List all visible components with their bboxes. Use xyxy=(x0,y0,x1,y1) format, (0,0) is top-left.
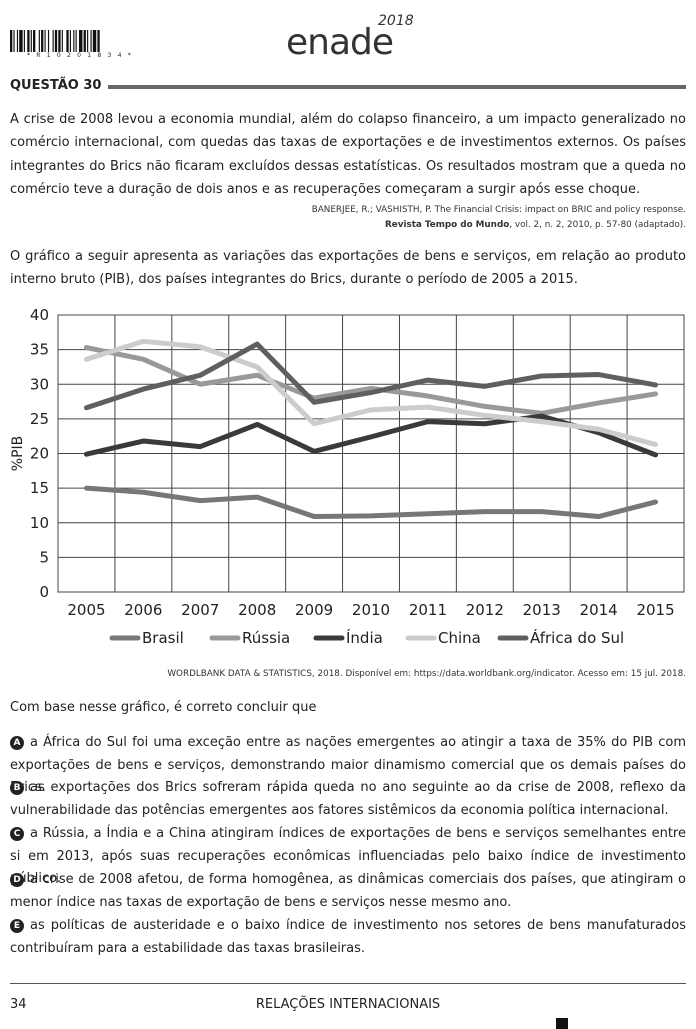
barcode-bar xyxy=(13,30,15,52)
series-line-4 xyxy=(83,338,659,447)
citation-journal: Revista Tempo do Mundo xyxy=(384,220,510,230)
x-tick-label: 2007 xyxy=(181,601,219,619)
option-a-letter: A xyxy=(10,736,24,750)
option-e-text: as políticas de austeridade e o baixo ín… xyxy=(10,918,686,956)
citation-line-2: Revista Tempo do Mundo, vol. 2, n. 2, 20… xyxy=(385,220,686,230)
legend-label: China xyxy=(438,629,481,647)
option-d-text: a crise de 2008 afetou, de forma homogên… xyxy=(10,872,686,910)
intro-paragraph: A crise de 2008 levou a economia mundial… xyxy=(10,112,686,198)
corner-registration-mark xyxy=(556,1018,568,1029)
barcode xyxy=(10,30,100,52)
barcode-bar xyxy=(19,30,23,52)
barcode-bar xyxy=(58,30,61,52)
citation-line-1: BANERJEE, R.; VASHISTH, P. The Financial… xyxy=(311,205,686,215)
barcode-bar xyxy=(41,30,44,52)
y-tick-label: 5 xyxy=(39,548,49,566)
series-line-5 xyxy=(83,341,659,411)
footer-rule xyxy=(10,983,686,984)
barcode-bar xyxy=(83,30,86,52)
option-d-letter: D xyxy=(10,873,24,887)
x-tick-label: 2014 xyxy=(580,601,618,619)
legend-label: Índia xyxy=(346,628,383,647)
y-tick-label: 40 xyxy=(30,306,49,324)
legend-label: Brasil xyxy=(142,629,184,647)
barcode-bar xyxy=(90,30,92,52)
barcode-bar xyxy=(30,30,32,52)
footer-title: RELAÇÕES INTERNACIONAIS xyxy=(255,997,441,1012)
barcode-bar xyxy=(47,30,50,52)
barcode-bar xyxy=(23,30,25,52)
y-tick-label: 10 xyxy=(30,514,49,532)
x-tick-label: 2005 xyxy=(67,601,105,619)
barcode-bar xyxy=(54,30,58,52)
barcode-bar xyxy=(97,30,100,52)
barcode-bar xyxy=(92,30,97,52)
legend-label: África do Sul xyxy=(530,628,624,647)
x-tick-label: 2013 xyxy=(523,601,561,619)
barcode-bar xyxy=(73,30,75,52)
barcode-bar xyxy=(27,30,30,52)
option-b-letter: B xyxy=(10,781,24,795)
barcode-bar xyxy=(44,30,46,52)
line-chart: 0 5 10 15 20 25 30 35 40 2005 2006 2007 2008 2009 2010… xyxy=(10,306,685,647)
enade-logo: enade xyxy=(286,22,394,63)
series-line-1 xyxy=(83,485,659,520)
barcode-bar xyxy=(75,30,77,52)
question-title: QUESTÃO 30 xyxy=(10,78,102,93)
option-c-text: a Rússia, a Índia e a China atingiram ín… xyxy=(10,826,686,886)
barcode-bar xyxy=(66,30,69,52)
barcode-bar xyxy=(38,30,40,52)
option-b-text: as exportações dos Brics sofreram rápida… xyxy=(10,780,686,818)
y-tick-label: 0 xyxy=(39,583,49,601)
option-c-letter: C xyxy=(10,827,24,841)
barcode-number: * R 1 0 2 0 1 8 3 4 * xyxy=(27,52,133,59)
x-tick-label: 2009 xyxy=(295,601,333,619)
question-title-rule xyxy=(108,85,686,89)
barcode-bar xyxy=(79,30,83,52)
barcode-bar xyxy=(10,30,13,52)
barcode-bar xyxy=(61,30,63,52)
barcode-bar xyxy=(16,30,19,52)
chart-source: WORDLBANK DATA & STATISTICS, 2018. Dispo… xyxy=(167,669,686,679)
y-tick-label: 30 xyxy=(30,375,49,393)
x-tick-label: 2012 xyxy=(466,601,504,619)
barcode-bar xyxy=(87,30,89,52)
x-tick-label: 2008 xyxy=(238,601,276,619)
x-tick-label: 2006 xyxy=(124,601,162,619)
x-tick-label: 2010 xyxy=(352,601,390,619)
series-line-2 xyxy=(83,345,659,416)
barcode-bar xyxy=(69,30,71,52)
question-prompt: Com base nesse gráfico, é correto conclu… xyxy=(10,700,317,715)
option-a-text: a África do Sul foi uma exceção entre as… xyxy=(10,735,686,795)
y-tick-label: 15 xyxy=(30,479,49,497)
citation-rest: , vol. 2, n. 2, 2010, p. 57-80 (adaptado… xyxy=(509,220,686,230)
barcode-bar xyxy=(52,30,54,52)
y-tick-label: 20 xyxy=(30,445,49,463)
y-tick-label: 25 xyxy=(30,410,49,428)
page-number: 34 xyxy=(10,997,27,1012)
barcode-bar xyxy=(33,30,36,52)
legend-label: Rússia xyxy=(242,629,290,647)
logo-year: 2018 xyxy=(378,13,414,29)
y-axis-label: %PIB xyxy=(10,436,26,471)
x-tick-label: 2015 xyxy=(636,601,674,619)
chart-intro-paragraph: O gráfico a seguir apresenta as variaçõe… xyxy=(10,249,686,288)
x-tick-label: 2011 xyxy=(409,601,447,619)
series-line-3 xyxy=(83,413,659,458)
y-tick-label: 35 xyxy=(30,341,49,359)
option-e-letter: E xyxy=(10,919,24,933)
